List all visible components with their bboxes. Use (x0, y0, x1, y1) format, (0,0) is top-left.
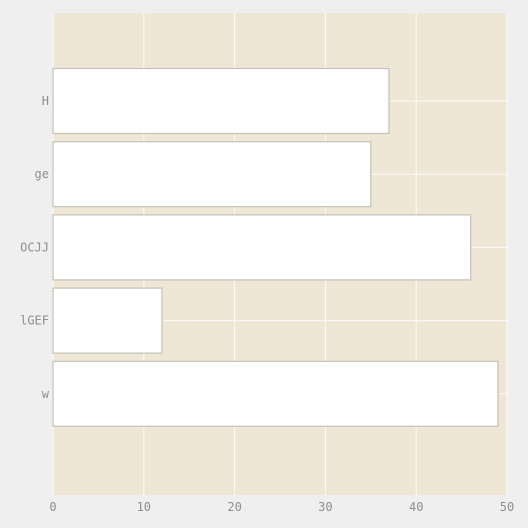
x-axis-ticks: 0 10 20 30 40 50 (49, 500, 514, 514)
y-tick-label-3: lGEF (20, 314, 49, 328)
bar-H (52, 67, 390, 135)
x-tick-label-3: 30 (318, 500, 332, 514)
x-tick-label-4: 40 (409, 500, 423, 514)
y-tick-label-1: ge (35, 167, 49, 181)
bar-OCJJ (52, 214, 472, 281)
y-tick-label-4: w (42, 387, 50, 401)
x-tick-label-1: 10 (137, 500, 151, 514)
bar-w (52, 360, 499, 427)
x-tick-label-5: 50 (500, 500, 514, 514)
x-tick-label-0: 0 (49, 500, 56, 514)
bars (52, 67, 499, 427)
y-tick-label-0: H (42, 94, 49, 108)
y-tick-label-2: OCJJ (20, 240, 49, 254)
bar-lGEF (52, 287, 163, 354)
x-tick-label-2: 20 (227, 500, 241, 514)
bar-ge (52, 141, 372, 208)
y-axis-ticks: Hge OCJJ lGEF w (20, 94, 50, 401)
